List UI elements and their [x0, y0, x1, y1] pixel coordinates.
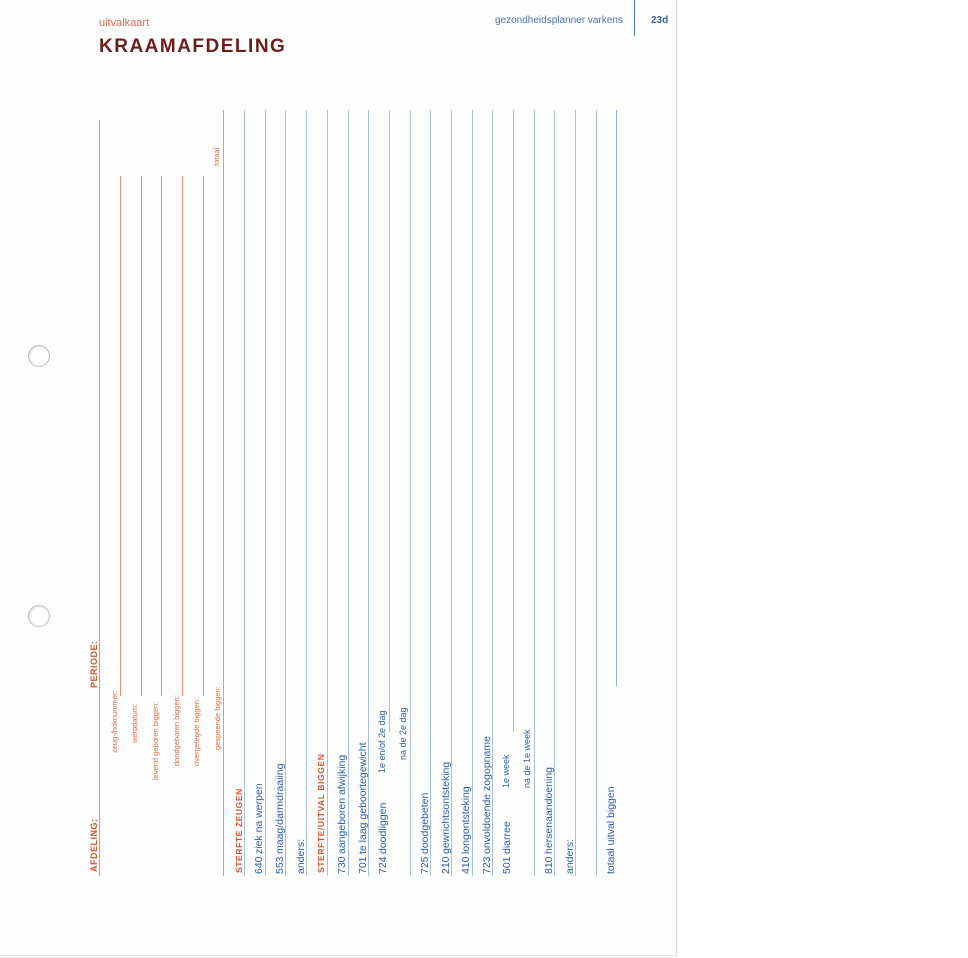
field-label-stillborn: doodgeboren biggen: [172, 695, 181, 766]
row-810: 810hersenaandoening [543, 767, 555, 874]
section-piglets: STERFTE/UITVAL BIGGEN [316, 753, 326, 874]
row-rule[interactable] [534, 110, 535, 876]
row-rule[interactable] [513, 110, 514, 732]
field-label-transferred: overgelegde biggen: [192, 698, 201, 766]
row-410: 410longontsteking [460, 786, 472, 874]
row-724: 724doodliggen [377, 802, 389, 874]
row-total: totaal uitval biggen [605, 786, 617, 874]
book-title: gezondheidsplanner varkens [495, 15, 623, 26]
field-rule [161, 176, 162, 696]
row-rule[interactable] [430, 110, 431, 876]
row-rule[interactable] [368, 110, 369, 876]
periode-label: PERIODE: [89, 640, 99, 688]
row-rule[interactable] [285, 110, 286, 876]
row-730: 730aangeboren afwijking [336, 754, 348, 874]
row-723: 723onvoldoende zogopname [481, 736, 493, 874]
header-divider [634, 0, 635, 36]
field-label-born-alive: levend geboren biggen: [151, 701, 160, 780]
row-rule[interactable] [410, 110, 411, 876]
card-type: uitvalkaart [99, 17, 150, 29]
row-rule[interactable] [327, 110, 328, 876]
total-column-label: totaal [212, 147, 221, 166]
field-rule [120, 176, 121, 696]
row-rule[interactable] [554, 110, 555, 876]
row-725: 725doodgebeten [419, 792, 431, 874]
row-other-sows: anders: [295, 838, 307, 874]
afdeling-rule [99, 120, 100, 876]
row-rule[interactable] [492, 110, 493, 876]
row-553: 553maag/darmdraaiing [274, 763, 286, 874]
column-rule [223, 110, 224, 876]
field-label-farrowing-date: werpdatum: [130, 703, 139, 743]
row-724-sub-after-day2: na de 2e dag [398, 707, 408, 760]
row-rule[interactable] [389, 110, 390, 732]
page-title: KRAAMAFDELING [99, 36, 287, 57]
punch-hole [28, 605, 50, 627]
page-number: 23d [651, 15, 669, 26]
row-rule[interactable] [575, 110, 576, 876]
row-501-sub-week1: 1e week [501, 754, 511, 788]
row-rule[interactable] [348, 110, 349, 876]
section-sows: STERFTE ZEUGEN [234, 788, 244, 873]
row-640: 640ziek na werpen [253, 783, 265, 874]
row-rule[interactable] [244, 110, 245, 876]
form-sheet: uitvalkaart KRAAMAFDELING gezondheidspla… [0, 0, 677, 956]
row-rule[interactable] [306, 110, 307, 876]
row-rule[interactable] [265, 110, 266, 876]
field-rule [141, 176, 142, 696]
punch-hole [28, 345, 50, 367]
field-rule [182, 176, 183, 696]
row-501: 501diarree [501, 821, 513, 874]
row-rule[interactable] [451, 110, 452, 876]
field-label-weaned: gespeende biggen: [213, 686, 222, 750]
afdeling-label: AFDELING: [89, 818, 99, 873]
field-rule [203, 176, 204, 696]
row-501-sub-after-week1: na de 1e week [522, 729, 532, 788]
row-other-piglets: anders: [564, 838, 576, 874]
row-rule[interactable] [596, 110, 597, 876]
field-label-sow-number: zeug-/hoknummer: [110, 690, 119, 753]
row-rule[interactable] [472, 110, 473, 876]
row-724-sub-day12: 1e en/of 2e dag [377, 710, 387, 773]
row-701: 701te laag geboortegewicht [357, 742, 369, 875]
row-210: 210gewrichtsontsteking [440, 761, 452, 874]
row-rule [616, 110, 617, 686]
